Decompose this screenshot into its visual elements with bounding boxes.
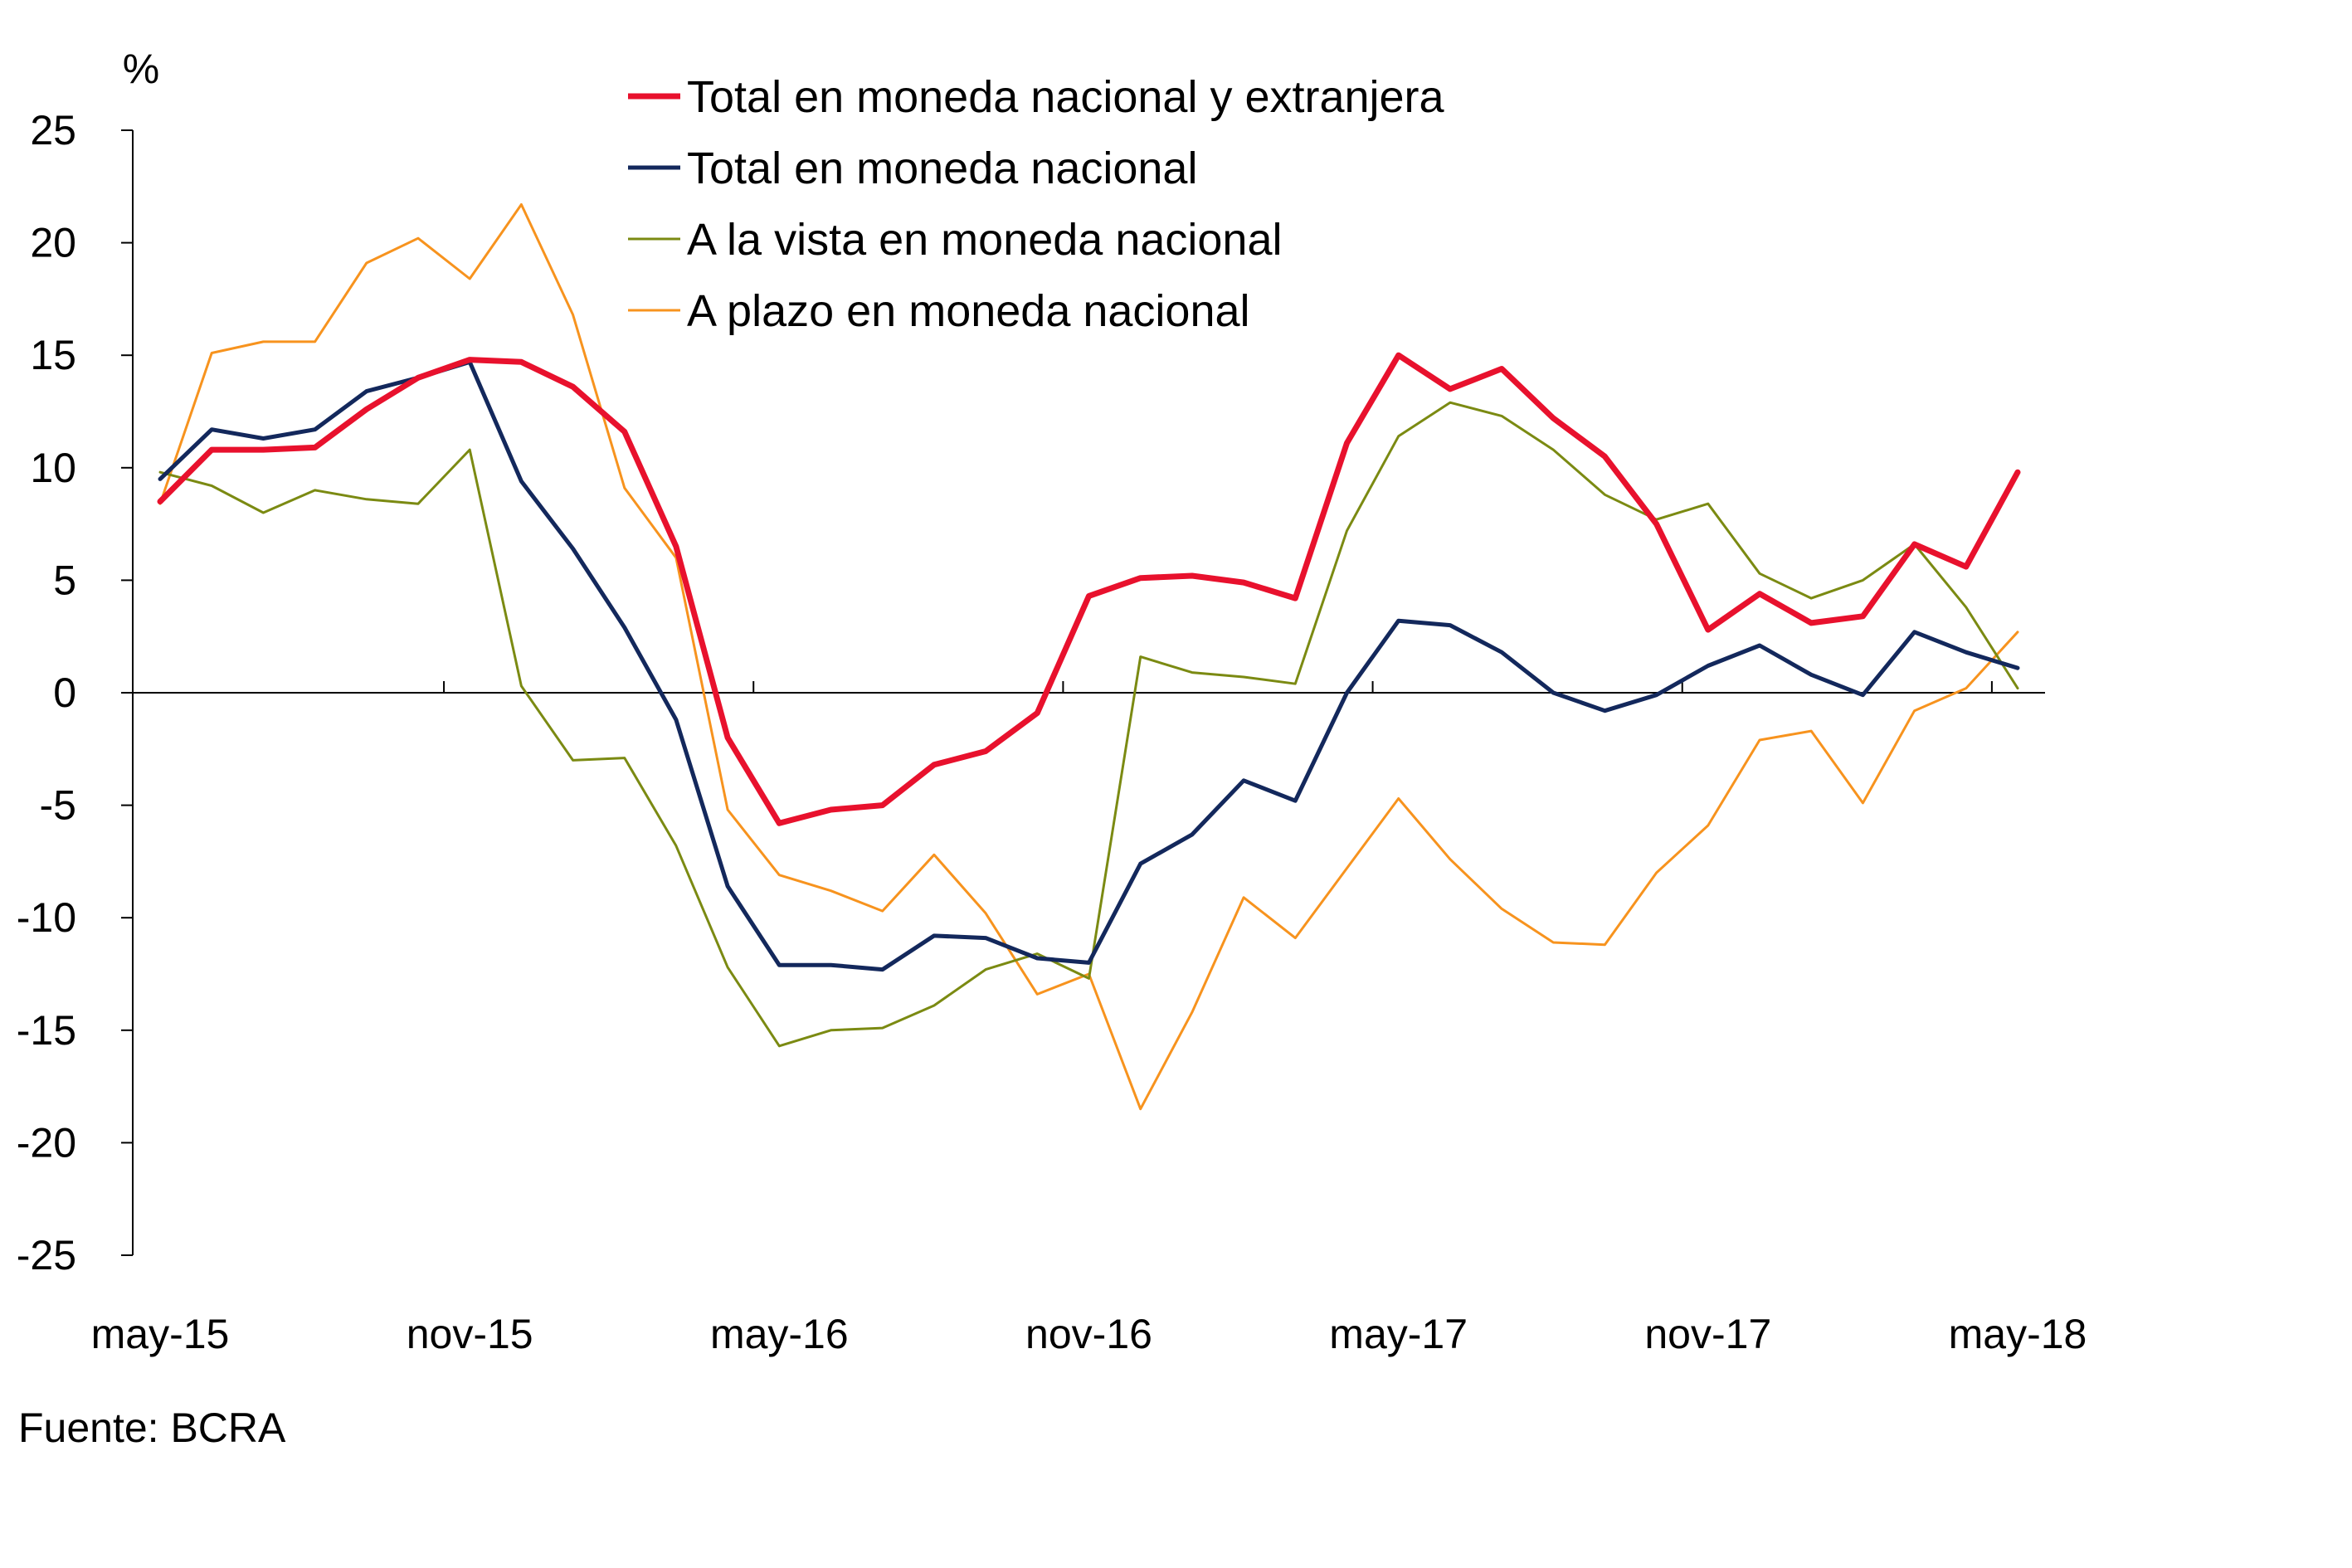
- y-tick-label: 5: [53, 557, 76, 603]
- legend-label: Total en moneda nacional: [687, 144, 1197, 193]
- x-tick-label: nov-17: [1644, 1311, 1771, 1357]
- series-line-3: [158, 401, 2019, 1048]
- source-note: Fuente: BCRA: [18, 1405, 286, 1451]
- x-tick-label: may-15: [91, 1311, 230, 1357]
- legend-label: Total en moneda nacional y extranjera: [687, 72, 1445, 122]
- y-tick-label: 25: [30, 107, 76, 153]
- y-tick-label: 20: [30, 220, 76, 266]
- y-axis: 25 20 15 10 5 0 -5 -10 -15 -20 -25: [17, 107, 134, 1278]
- legend: Total en moneda nacional y extranjera Tot…: [628, 72, 1445, 336]
- y-tick-label: -25: [17, 1232, 76, 1278]
- legend-label: A plazo en moneda nacional: [687, 286, 1250, 336]
- x-tick-label: may-17: [1329, 1311, 1468, 1357]
- y-tick-label: -15: [17, 1007, 76, 1054]
- series-line-2: [158, 359, 2020, 972]
- series-lines: [157, 203, 2021, 1111]
- y-tick-label: -10: [17, 894, 76, 941]
- x-tick-label: may-16: [710, 1311, 849, 1357]
- x-tick-label: nov-16: [1025, 1311, 1152, 1357]
- x-axis: may-15 nov-15 may-16 nov-16 may-17 nov-17 may-…: [91, 681, 2087, 1357]
- series-line-1: [157, 352, 2021, 826]
- y-unit-label: %: [123, 46, 159, 92]
- y-tick-label: -20: [17, 1119, 76, 1166]
- y-tick-label: -5: [40, 782, 76, 829]
- legend-label: A la vista en moneda nacional: [687, 215, 1282, 265]
- y-tick-label: 0: [53, 670, 76, 716]
- x-tick-label: nov-15: [407, 1311, 533, 1357]
- y-tick-label: 10: [30, 445, 76, 491]
- y-tick-label: 15: [30, 332, 76, 378]
- x-tick-label: may-18: [1949, 1311, 2087, 1357]
